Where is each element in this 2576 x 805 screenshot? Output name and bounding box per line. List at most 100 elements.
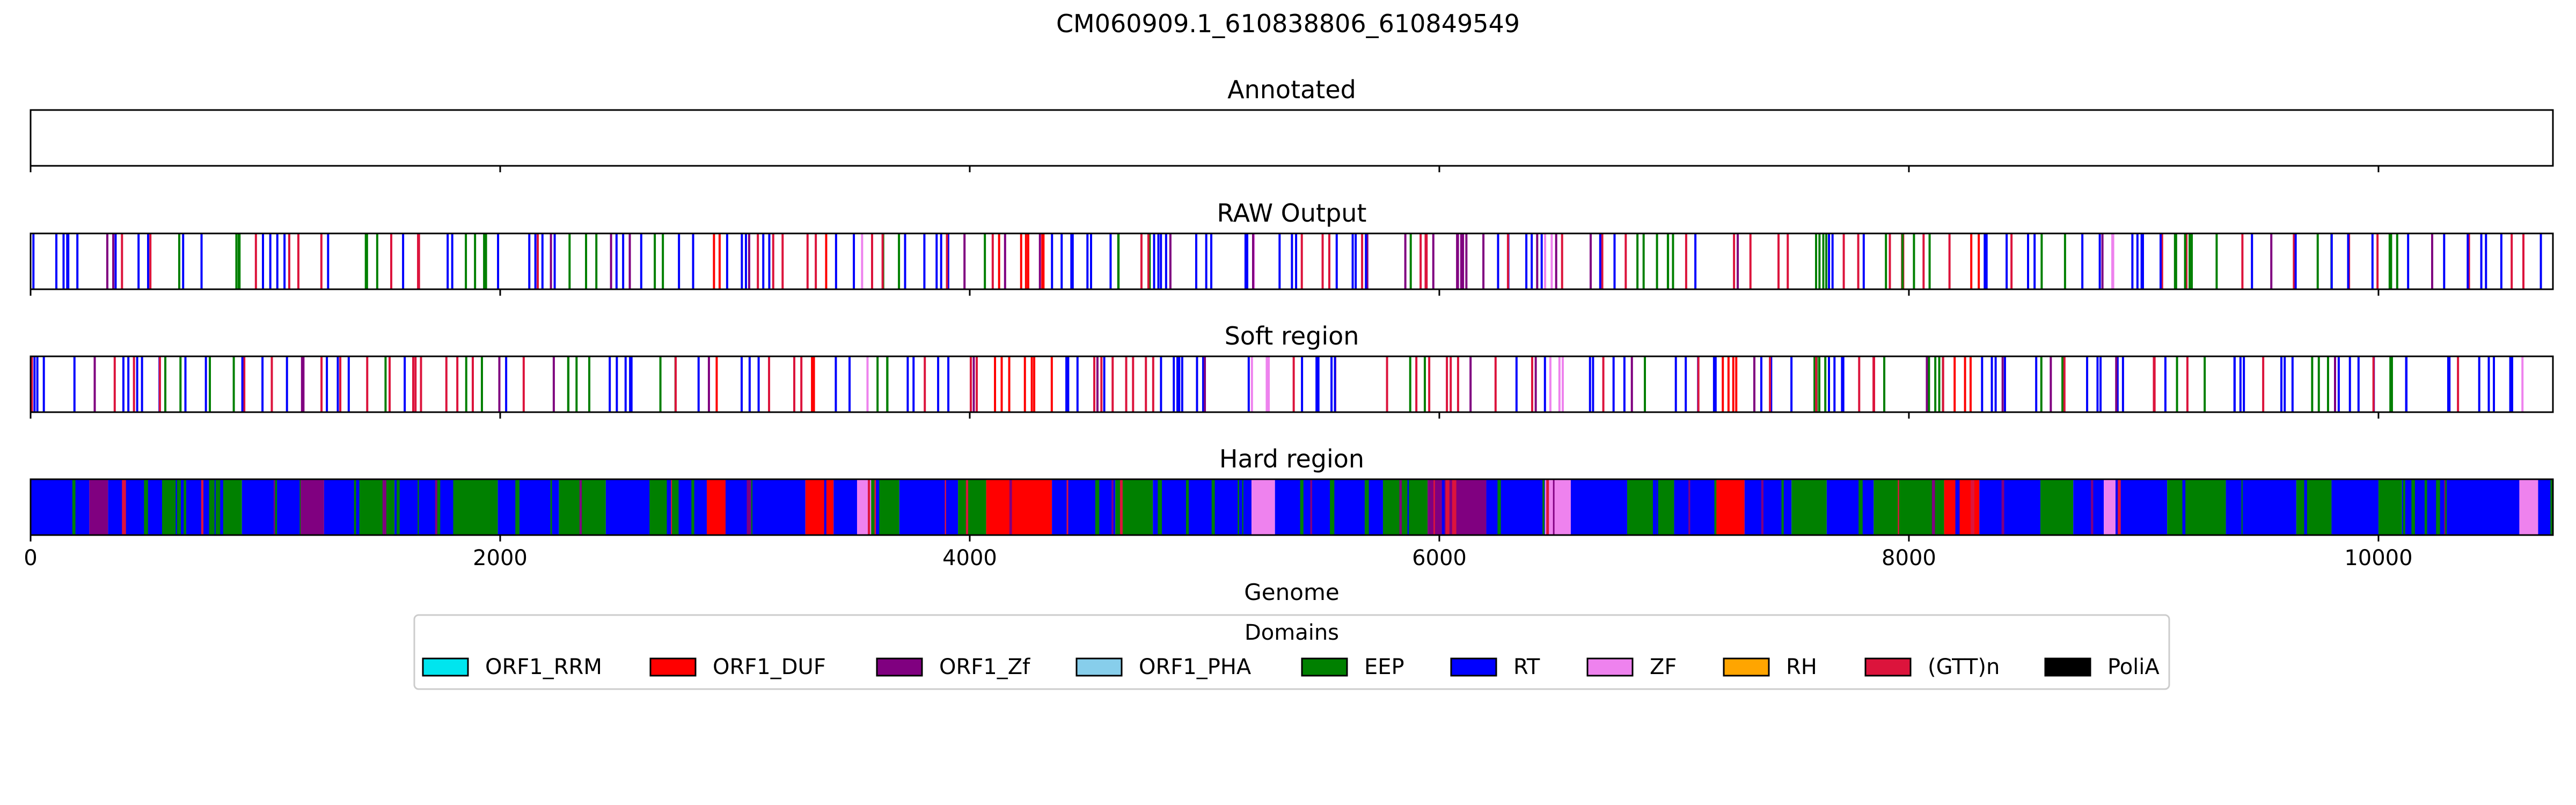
domain-stripe [273, 479, 275, 535]
domain-stripe [667, 479, 671, 535]
domain-segment [1428, 479, 1487, 535]
domain-segment [497, 479, 559, 535]
domain-stripe [1364, 479, 1369, 535]
legend-swatch [1723, 657, 1770, 677]
domain-segment [605, 479, 653, 535]
domain-segment [2104, 479, 2116, 535]
domain-segment [653, 479, 679, 535]
domain-segment [1486, 479, 1545, 535]
domain-segment [359, 479, 395, 535]
track-frame [30, 478, 2554, 536]
domain-segment [986, 479, 1052, 535]
domain-segment [2378, 479, 2402, 535]
domain-stripe [550, 479, 552, 535]
domain-stripe [2241, 479, 2243, 535]
panel-title: Soft region [1225, 321, 1359, 350]
domain-stripe [1300, 479, 1304, 535]
domain-stripe [1714, 479, 1718, 535]
domain-stripe [1119, 479, 1123, 535]
domain-segment [162, 479, 181, 535]
domain-segment [833, 479, 857, 535]
domain-stripe [670, 479, 672, 535]
domain-segment [2331, 479, 2379, 535]
domain-stripe [868, 479, 870, 535]
domain-stripe [275, 479, 277, 535]
domain-stripe [1399, 479, 1402, 535]
domain-stripe [1330, 479, 1335, 535]
domain-segment [2296, 479, 2332, 535]
panel-title: Annotated [1227, 75, 1356, 104]
domain-stripe [1111, 479, 1114, 535]
domain-stripe [1185, 479, 1189, 535]
domain-stripe [579, 479, 582, 535]
domain-stripe [354, 479, 356, 535]
domain-stripe [747, 479, 751, 535]
domain-segment [1826, 479, 1874, 535]
domain-stripe [691, 479, 694, 535]
legend-label: (GTT)n [1928, 655, 2000, 679]
domain-segment [899, 479, 958, 535]
domain-segment [706, 479, 726, 535]
domain-segment [1627, 479, 1674, 535]
legend-label: EEP [1364, 655, 1404, 679]
domain-segment [1716, 479, 1745, 535]
domain-segment [805, 479, 834, 535]
domain-segment [209, 479, 242, 535]
track-panel: RAW Output [30, 199, 2554, 296]
domain-stripe [1433, 479, 1435, 535]
track-frame [30, 355, 2554, 413]
domain-stripe [2001, 479, 2004, 535]
domain-stripe [1542, 479, 1545, 535]
domain-stripe [2403, 479, 2405, 535]
domain-segment [1979, 479, 2040, 535]
legend-swatch [649, 657, 697, 677]
domain-stripe [1657, 479, 1658, 535]
domain-segment [1570, 479, 1627, 535]
domain-segment [241, 479, 301, 535]
domain-stripe [1931, 479, 1935, 535]
x-tick-label: 6000 [1412, 546, 1467, 570]
track-panel: Soft region [30, 321, 2554, 419]
domain-stripe [2091, 479, 2094, 535]
domain-stripe [1441, 479, 1445, 535]
domain-stripe [1211, 479, 1215, 535]
legend-label: ORF1_DUF [713, 655, 826, 679]
x-tick-label: 0 [24, 546, 37, 570]
legend-label: ORF1_PHA [1139, 655, 1252, 679]
legend-swatch [2044, 657, 2091, 677]
domain-stripe [122, 479, 126, 535]
figure-title: CM060909.1_610838806_610849549 [1056, 9, 1520, 38]
x-tick-label: 2000 [473, 546, 528, 570]
panel-title: RAW Output [1217, 199, 1367, 228]
domain-segment [324, 479, 360, 535]
domain-segment [2226, 479, 2296, 535]
domain-stripe [1971, 479, 1974, 535]
track-background [31, 110, 2553, 166]
domain-segment [559, 479, 606, 535]
panel-title: Hard region [1219, 444, 1364, 473]
domain-segment [2519, 479, 2538, 535]
domain-stripe [515, 479, 520, 535]
domain-segment [1153, 479, 1252, 535]
domain-stripe [1407, 479, 1409, 535]
domain-stripe [397, 479, 400, 535]
domain-stripe [2444, 479, 2447, 535]
domain-stripe [1238, 479, 1239, 535]
domain-segment [2040, 479, 2074, 535]
domain-stripe [1095, 479, 1100, 535]
track-frame [30, 232, 2554, 290]
domain-stripe [418, 479, 419, 535]
legend-swatch [876, 657, 923, 677]
domain-stripe [751, 479, 752, 535]
legend-swatch [1301, 657, 1348, 677]
x-tick-label: 4000 [942, 546, 997, 570]
domain-stripe [1009, 479, 1012, 535]
domain-stripe [1688, 479, 1690, 535]
legend-swatch [1450, 657, 1497, 677]
legend-label: ZF [1650, 655, 1677, 679]
legend-label: RH [1786, 655, 1817, 679]
domain-stripe [72, 479, 76, 535]
domain-stripe [1761, 479, 1763, 535]
legend-label: ORF1_Zf [939, 655, 1030, 679]
domain-segment [2115, 479, 2168, 535]
